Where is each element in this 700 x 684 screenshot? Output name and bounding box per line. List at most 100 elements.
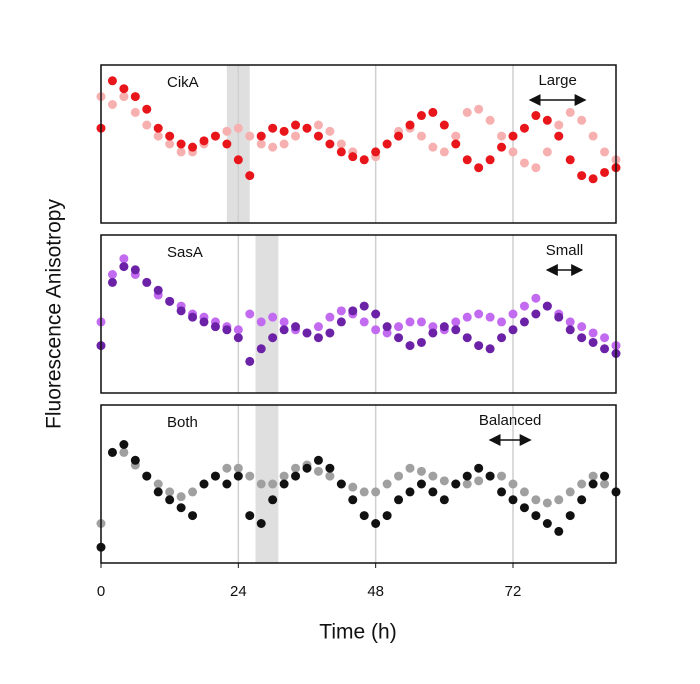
data-point xyxy=(153,131,163,141)
data-point xyxy=(531,511,541,521)
data-point xyxy=(313,455,323,465)
data-point xyxy=(531,111,541,121)
data-point xyxy=(291,471,301,481)
data-point xyxy=(291,322,301,332)
data-point xyxy=(130,107,140,117)
data-point xyxy=(394,495,404,505)
data-point xyxy=(462,107,472,117)
data-point xyxy=(153,123,163,133)
data-point xyxy=(107,76,117,86)
data-point xyxy=(531,293,541,303)
data-point xyxy=(600,147,610,157)
data-point xyxy=(565,511,575,521)
data-point xyxy=(245,511,255,521)
panel-title: Both xyxy=(167,414,198,431)
data-point xyxy=(359,155,369,165)
data-point xyxy=(233,333,243,343)
data-point xyxy=(405,487,415,497)
data-point xyxy=(416,479,426,489)
data-point xyxy=(394,333,404,343)
data-point xyxy=(600,167,610,177)
x-tick-label: 0 xyxy=(97,583,105,600)
data-point xyxy=(451,131,461,141)
data-point xyxy=(474,463,484,473)
data-point xyxy=(394,131,404,141)
data-point xyxy=(302,463,312,473)
data-point xyxy=(199,136,209,146)
data-point xyxy=(256,139,266,149)
data-point xyxy=(485,115,495,125)
x-axis-label: Time (h) xyxy=(319,621,396,644)
data-point xyxy=(542,498,552,508)
data-point xyxy=(428,471,438,481)
data-point xyxy=(245,171,255,181)
data-point xyxy=(313,131,323,141)
data-point xyxy=(394,471,404,481)
data-point xyxy=(336,317,346,327)
data-point xyxy=(302,328,312,338)
panel-title: SasA xyxy=(167,244,203,261)
data-point xyxy=(600,333,610,343)
data-point xyxy=(451,317,461,327)
data-point xyxy=(165,296,175,306)
data-point xyxy=(577,171,587,181)
data-point xyxy=(565,107,575,117)
data-point xyxy=(291,463,301,473)
data-point xyxy=(371,487,381,497)
data-point xyxy=(245,356,255,366)
data-point xyxy=(142,471,152,481)
data-point xyxy=(325,312,335,322)
data-point xyxy=(416,466,426,476)
data-point xyxy=(107,270,117,279)
data-point xyxy=(336,139,346,149)
data-point xyxy=(439,147,449,157)
data-point xyxy=(588,174,598,184)
data-point xyxy=(497,471,507,481)
data-point xyxy=(565,487,575,497)
data-point xyxy=(577,479,587,489)
data-point xyxy=(268,123,278,133)
data-point xyxy=(554,526,564,536)
data-point xyxy=(371,309,381,319)
data-point xyxy=(497,131,507,141)
data-point xyxy=(325,471,335,481)
data-point xyxy=(279,139,289,149)
data-point xyxy=(176,306,186,316)
data-point xyxy=(474,476,484,486)
data-point xyxy=(554,312,564,322)
panel: CikA Large xyxy=(96,64,621,224)
data-point xyxy=(542,147,552,157)
data-point xyxy=(313,466,323,476)
data-point xyxy=(188,511,198,521)
data-point xyxy=(497,487,507,497)
data-point xyxy=(428,322,438,332)
panel-frame xyxy=(100,64,617,224)
data-point xyxy=(588,328,598,338)
data-point xyxy=(165,487,175,497)
data-point xyxy=(416,111,426,121)
data-point xyxy=(485,312,495,322)
data-point xyxy=(462,155,472,165)
data-point xyxy=(428,107,438,117)
data-point xyxy=(577,495,587,505)
data-point xyxy=(325,328,335,338)
x-tick-label: 24 xyxy=(230,583,247,600)
data-point xyxy=(542,115,552,125)
data-point xyxy=(222,139,232,149)
data-point xyxy=(359,301,369,311)
data-point xyxy=(348,152,358,162)
data-point xyxy=(176,503,186,513)
data-point xyxy=(600,344,610,354)
data-point xyxy=(130,265,140,275)
data-point xyxy=(382,511,392,521)
data-point xyxy=(291,120,301,130)
data-point xyxy=(233,471,243,481)
data-point xyxy=(554,120,564,130)
x-tick-label: 48 xyxy=(367,583,384,600)
data-point xyxy=(359,511,369,521)
panel-frame xyxy=(100,234,617,394)
data-point xyxy=(245,309,255,319)
data-point xyxy=(256,131,266,141)
data-point xyxy=(588,471,598,481)
